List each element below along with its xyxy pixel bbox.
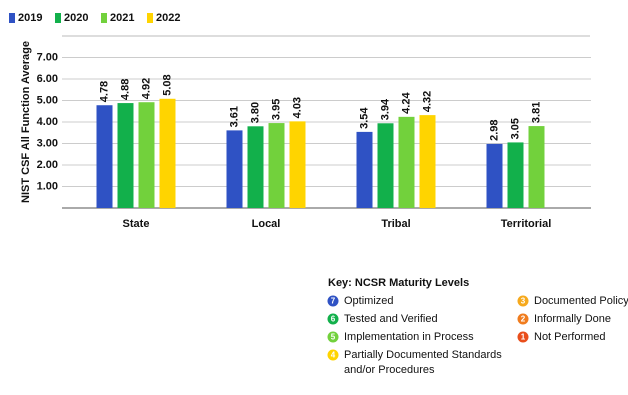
bar: [507, 142, 524, 208]
x-tick-label: State: [123, 218, 150, 230]
bar: [356, 131, 373, 208]
y-tick-label: 7.00: [37, 51, 58, 63]
key-title: Key: NCSR Maturity Levels: [328, 277, 469, 289]
legend-swatch: [147, 13, 153, 23]
value-label: 3.05: [509, 118, 521, 139]
y-tick-label: 4.00: [37, 116, 58, 128]
legend-label: 2019: [18, 12, 42, 24]
bar: [398, 116, 415, 208]
y-tick-label: 5.00: [37, 94, 58, 106]
value-label: 3.95: [270, 99, 282, 120]
value-label: 4.32: [421, 91, 433, 112]
y-tick-label: 2.00: [37, 159, 58, 171]
legend-swatch: [101, 13, 107, 23]
key-badge: [327, 331, 339, 343]
key-number: 3: [521, 297, 526, 306]
value-label: 4.24: [400, 92, 412, 114]
value-label: 3.54: [358, 107, 370, 129]
legend-label: 2022: [156, 12, 180, 24]
bar: [226, 130, 243, 208]
legend-label: 2020: [64, 12, 88, 24]
value-label: 3.94: [379, 98, 391, 120]
key-badge: [517, 295, 529, 307]
key-badge: [517, 313, 529, 325]
y-tick-label: 6.00: [37, 73, 58, 85]
y-tick-label: 1.00: [37, 180, 58, 192]
legend-label: 2021: [110, 12, 134, 24]
key-badge: [517, 331, 529, 343]
value-label: 3.81: [530, 102, 542, 123]
bar: [486, 143, 503, 208]
legend-swatch: [9, 13, 15, 23]
value-label: 3.80: [249, 102, 261, 123]
key-label: Optimized: [344, 295, 394, 307]
key-number: 2: [521, 315, 526, 324]
bar: [117, 103, 134, 208]
key-number: 4: [331, 351, 336, 360]
bar: [289, 121, 306, 208]
key-label: Documented Policy: [534, 295, 628, 307]
key-badge: [327, 349, 339, 361]
key-label: Partially Documented Standards: [344, 349, 502, 361]
bar: [247, 126, 264, 208]
bar: [528, 126, 545, 208]
value-label: 5.08: [161, 74, 173, 95]
legend-swatch: [55, 13, 61, 23]
bar: [138, 102, 155, 208]
key-label: Tested and Verified: [344, 313, 438, 325]
bar: [96, 105, 113, 208]
value-label: 3.61: [228, 106, 240, 127]
key-number: 5: [331, 333, 336, 342]
x-tick-label: Local: [252, 218, 281, 230]
bar: [268, 123, 285, 208]
key-number: 7: [331, 297, 336, 306]
value-label: 4.03: [291, 97, 303, 118]
value-label: 4.92: [140, 78, 152, 99]
key-number: 1: [521, 333, 526, 342]
x-tick-label: Territorial: [501, 218, 552, 230]
bar: [159, 98, 176, 208]
bar: [377, 123, 394, 208]
value-label: 2.98: [488, 120, 500, 141]
bar: [419, 115, 436, 208]
key-badge: [327, 313, 339, 325]
key-label: and/or Procedures: [344, 364, 435, 376]
key-badge: [327, 295, 339, 307]
key-label: Implementation in Process: [344, 331, 474, 343]
y-axis-label: NIST CSF All Function Average: [20, 41, 32, 203]
x-tick-label: Tribal: [381, 218, 410, 230]
value-label: 4.88: [119, 79, 131, 100]
key-label: Not Performed: [534, 331, 606, 343]
value-label: 4.78: [98, 81, 110, 102]
key-label: Informally Done: [534, 313, 611, 325]
key-number: 6: [331, 315, 336, 324]
y-tick-label: 3.00: [37, 137, 58, 149]
